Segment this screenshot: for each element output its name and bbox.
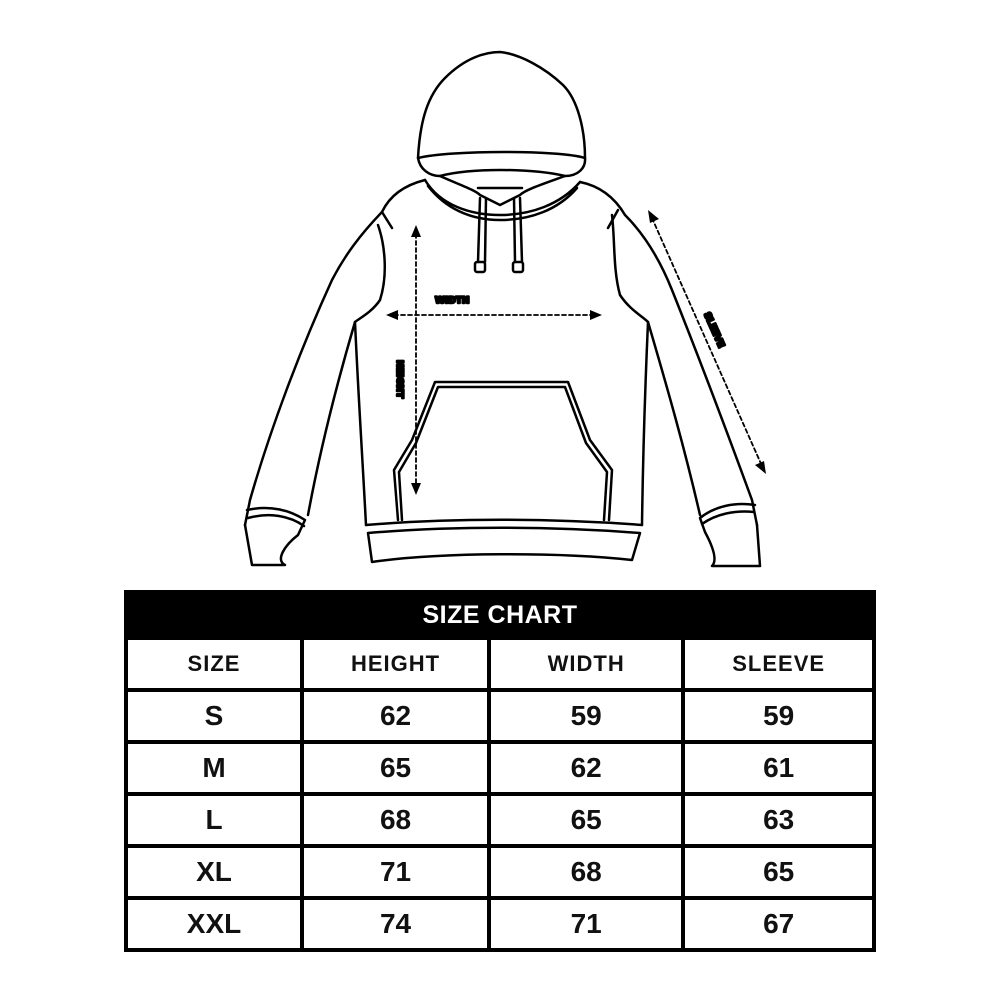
sleeve-label: SLEEVE — [701, 311, 725, 349]
size-chart-table: SIZE CHART SIZE HEIGHT WIDTH SLEEVE S 62… — [124, 590, 876, 952]
cell-height: 62 — [304, 692, 488, 740]
drawstring-tip-left — [473, 260, 487, 274]
table-row: XXL 74 71 67 — [128, 900, 872, 948]
table-row: XL 71 68 65 — [128, 848, 872, 896]
table-header-row: SIZE HEIGHT WIDTH SLEEVE — [128, 640, 872, 688]
cell-height: 71 — [304, 848, 488, 896]
neckline — [423, 178, 582, 222]
header-height: HEIGHT — [304, 640, 488, 688]
cell-height: 65 — [304, 744, 488, 792]
shoulder-seams — [380, 208, 620, 230]
header-size: SIZE — [128, 640, 301, 688]
cell-size: M — [128, 744, 301, 792]
cell-size: L — [128, 796, 301, 844]
cell-width: 68 — [491, 848, 682, 896]
arrow-downright-icon — [755, 461, 766, 474]
header-sleeve: SLEEVE — [685, 640, 872, 688]
hoodie-diagram: WIDTH HEIGHT SLEEVE — [243, 50, 766, 568]
cell-width: 71 — [491, 900, 682, 948]
waistband — [364, 518, 644, 564]
size-chart-title: SIZE CHART — [422, 600, 578, 629]
arrow-up-icon — [411, 225, 421, 237]
cell-sleeve: 59 — [685, 692, 872, 740]
table-row: M 65 62 61 — [128, 744, 872, 792]
body-outline — [243, 178, 759, 527]
drawstring-right — [512, 196, 524, 264]
body-right-side — [610, 213, 650, 527]
cell-size: S — [128, 692, 301, 740]
kangaroo-pocket — [392, 380, 614, 522]
table-row: L 68 65 63 — [128, 796, 872, 844]
cell-width: 65 — [491, 796, 682, 844]
drawstring-tip-right — [511, 260, 525, 274]
arrow-left-icon — [386, 310, 398, 320]
cell-width: 62 — [491, 744, 682, 792]
sleeve-measure-line — [651, 217, 763, 467]
arrow-down-icon — [411, 483, 421, 495]
table-row: S 62 59 59 — [128, 692, 872, 740]
cell-height: 68 — [304, 796, 488, 844]
cell-sleeve: 65 — [685, 848, 872, 896]
width-label: WIDTH — [435, 296, 469, 306]
cell-size: XXL — [128, 900, 301, 948]
size-table: SIZE HEIGHT WIDTH SLEEVE S 62 59 59 M 65… — [124, 636, 876, 952]
cell-height: 74 — [304, 900, 488, 948]
arrow-upleft-icon — [648, 210, 659, 223]
cell-sleeve: 61 — [685, 744, 872, 792]
header-width: WIDTH — [491, 640, 682, 688]
arrow-right-icon — [590, 310, 602, 320]
hood-inner — [438, 174, 567, 207]
body-left-side — [353, 223, 387, 527]
cell-sleeve: 63 — [685, 796, 872, 844]
hood-outline — [416, 50, 587, 160]
left-sleeve — [243, 320, 357, 567]
cell-width: 59 — [491, 692, 682, 740]
drawstring-left — [476, 196, 488, 264]
height-label: HEIGHT — [394, 360, 404, 399]
right-sleeve — [646, 320, 762, 568]
cell-sleeve: 67 — [685, 900, 872, 948]
cell-size: XL — [128, 848, 301, 896]
measure-lines — [393, 217, 763, 489]
hood-rim — [416, 150, 587, 178]
